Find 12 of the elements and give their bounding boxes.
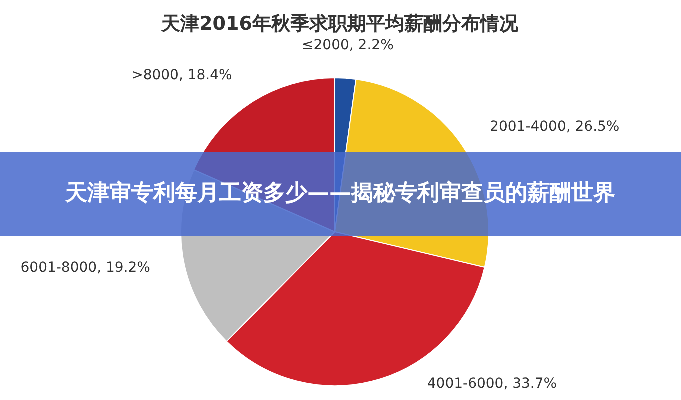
- data-label: , 18.4%: [178, 68, 232, 84]
- data-label: , 26.5%: [566, 118, 620, 135]
- slice-label: >8000: [132, 68, 179, 84]
- slice-label: ≤2000: [302, 38, 350, 54]
- data-label: , 33.7%: [504, 376, 558, 392]
- slice-label: 2001-4000: [490, 118, 566, 135]
- slice-label: 6001-8000: [20, 260, 98, 276]
- slice-label: 4001-6000: [427, 376, 504, 392]
- text: 天津审专利每月工资多少——揭秘专利审查员的薪酬世界: [64, 180, 616, 208]
- data-label: , 19.2%: [97, 260, 150, 276]
- chart-title: 天津2016年秋季求职期平均薪酬分布情况: [160, 13, 520, 35]
- data-label: , 2.2%: [349, 38, 394, 54]
